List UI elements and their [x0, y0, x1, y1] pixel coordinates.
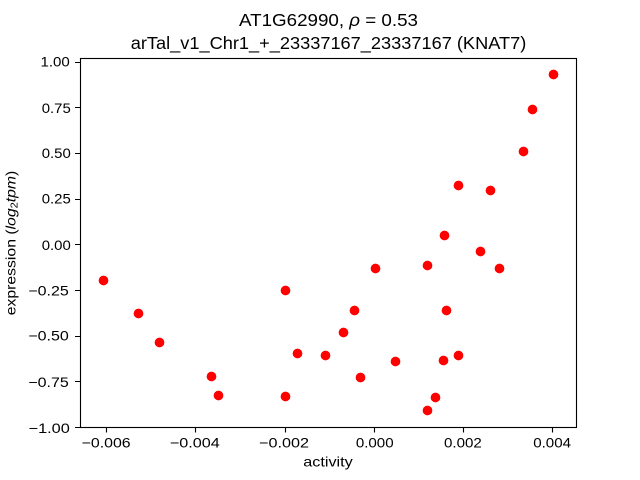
svg-text:0.50: 0.50 [42, 146, 71, 161]
svg-text:arTal_v1_Chr1_+_23337167_23337: arTal_v1_Chr1_+_23337167_23337167 (KNAT7… [131, 33, 527, 54]
svg-text:0.002: 0.002 [444, 436, 482, 451]
svg-text:−0.75: −0.75 [28, 375, 68, 391]
svg-text:−0.002: −0.002 [259, 436, 309, 452]
svg-text:−0.006: −0.006 [82, 435, 131, 451]
svg-text:0.75: 0.75 [42, 101, 71, 116]
svg-text:0.000: 0.000 [356, 436, 394, 451]
svg-text:−0.50: −0.50 [28, 329, 68, 345]
svg-text:activity: activity [303, 455, 353, 471]
svg-text:0.25: 0.25 [42, 192, 71, 207]
svg-text:−1.00: −1.00 [29, 421, 70, 437]
svg-text:1.00: 1.00 [40, 55, 69, 70]
svg-text:AT1G62990, ρ = 0.53: AT1G62990, ρ = 0.53 [239, 10, 418, 29]
svg-text:0.00: 0.00 [42, 238, 71, 253]
svg-text:expression (log2tpm): expression (log2tpm) [4, 171, 20, 316]
svg-text:0.004: 0.004 [533, 436, 571, 451]
svg-text:−0.004: −0.004 [170, 436, 220, 452]
svg-text:−0.25: −0.25 [28, 284, 68, 300]
